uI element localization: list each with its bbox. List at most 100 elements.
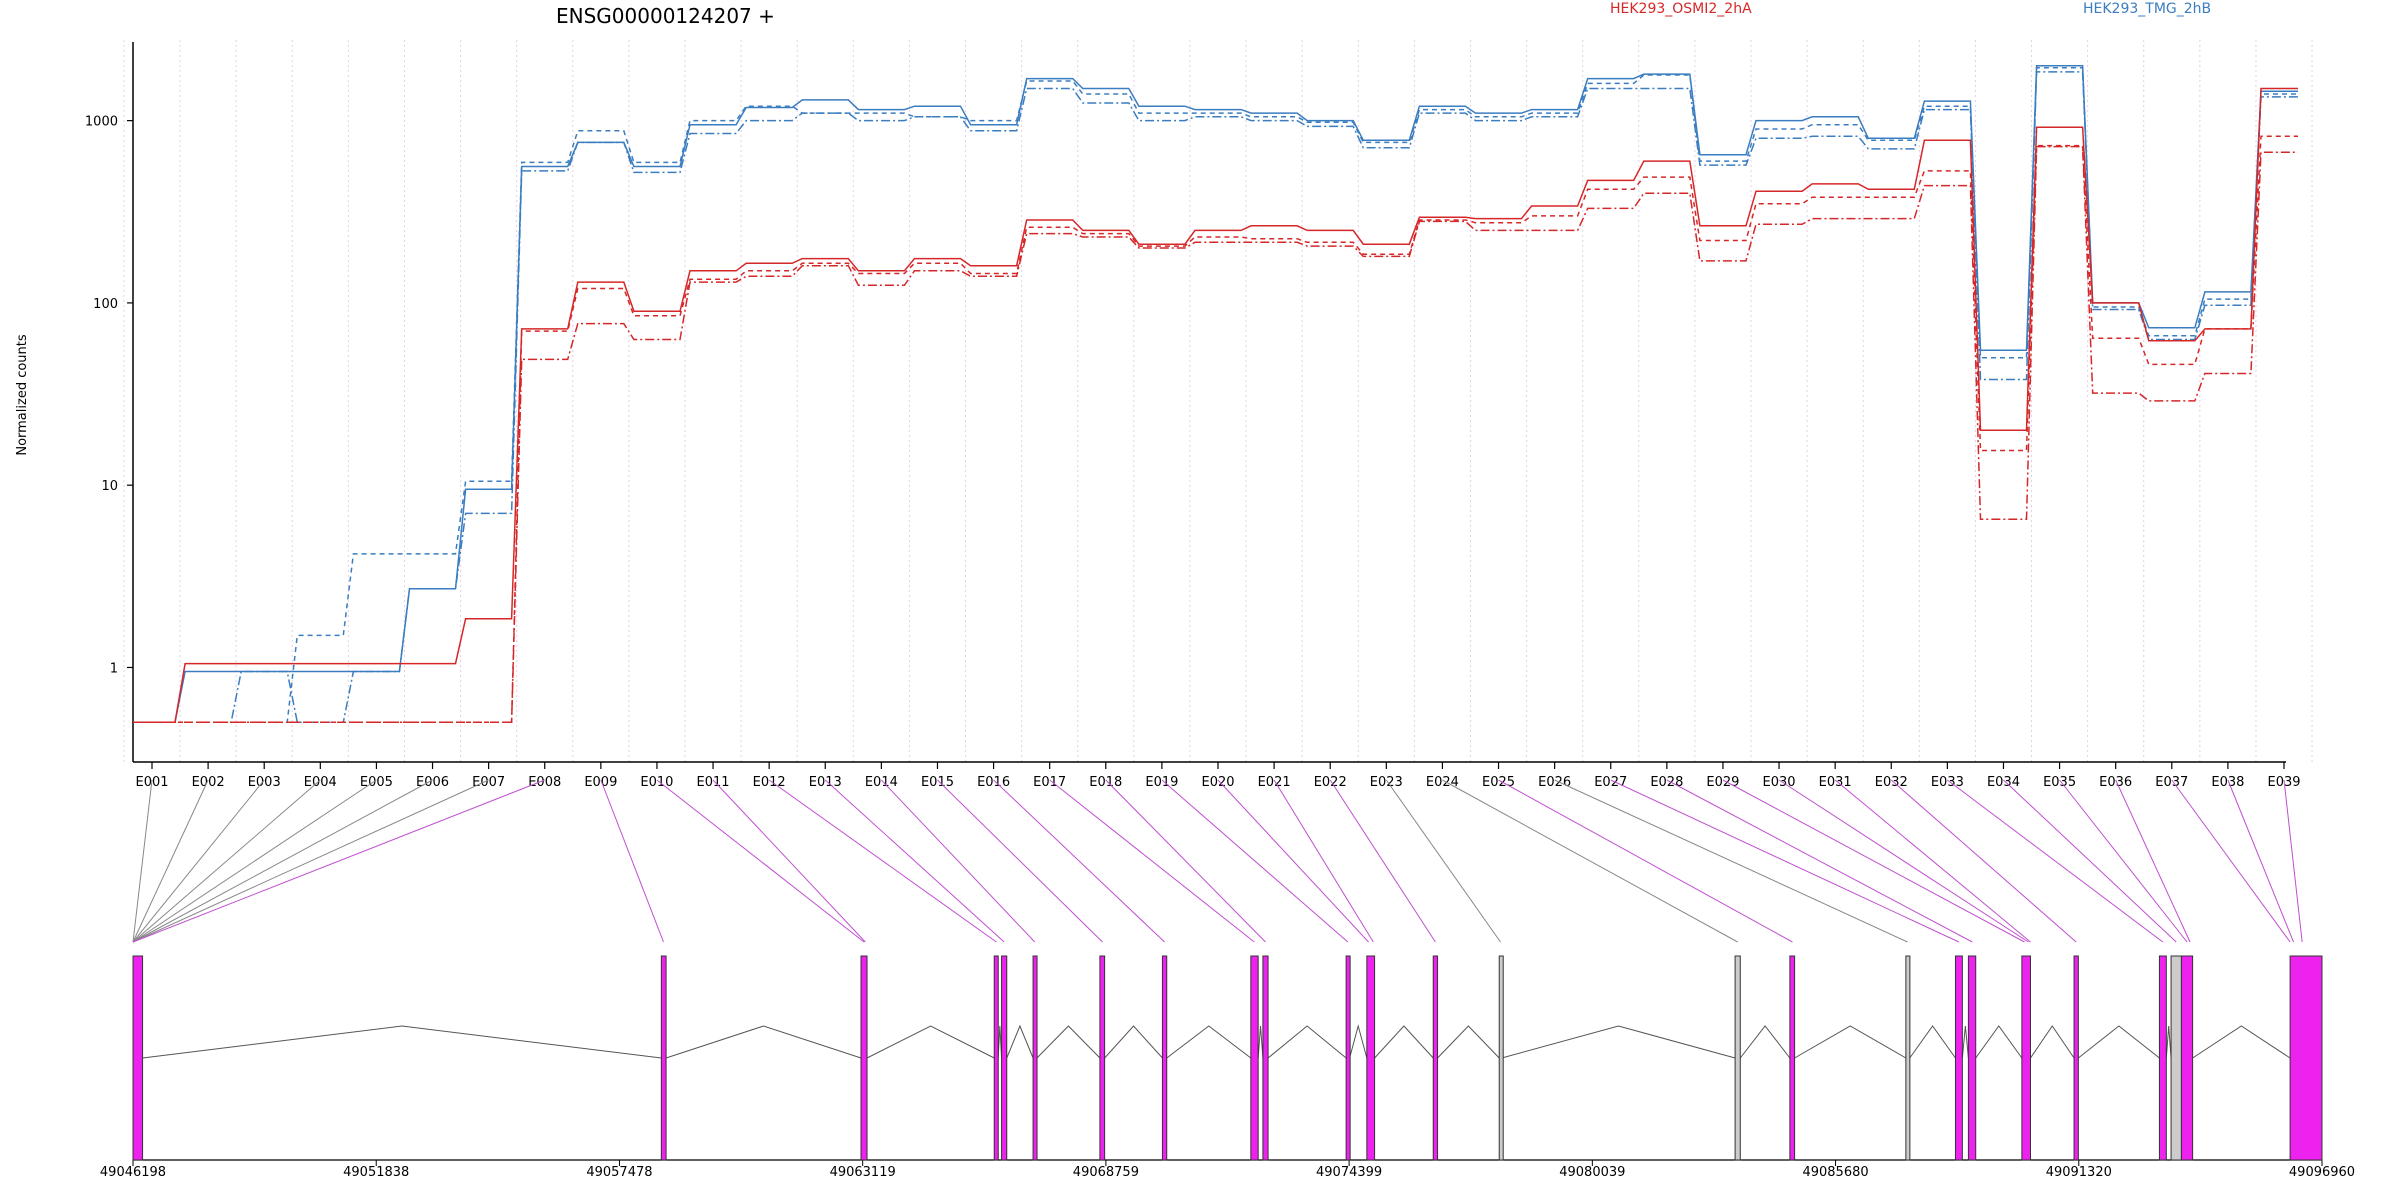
intron-line	[665, 1025, 862, 1059]
exon-label: E013	[809, 775, 842, 790]
exon-label: E016	[977, 775, 1010, 790]
exon-block-tested	[1345, 955, 1351, 1161]
exon-connector	[600, 779, 664, 943]
genomic-coordinate-label: 49046198	[100, 1165, 166, 1180]
exon-block-untested	[2170, 955, 2182, 1161]
genomic-coordinate-label: 49085680	[1802, 1165, 1868, 1180]
exon-connector	[132, 779, 321, 943]
exon-label: E009	[584, 775, 617, 790]
exon-block-tested	[2158, 955, 2167, 1161]
exon-connector	[712, 779, 866, 943]
exon-block-tested	[1032, 955, 1038, 1161]
exon-label: E038	[2211, 775, 2244, 790]
legend-label-osmi2: HEK293_OSMI2_2hA	[1610, 1, 1752, 17]
exon-connector	[132, 779, 153, 943]
exon-connector	[1049, 779, 1255, 943]
intron-line	[1437, 1025, 1500, 1059]
intron-line	[1975, 1025, 2023, 1059]
exon-label: E020	[1201, 775, 1234, 790]
genomic-coordinate-label: 49074399	[1316, 1165, 1382, 1180]
genomic-coordinate-label: 49068759	[1073, 1165, 1139, 1180]
y-tick-label: 100	[93, 297, 118, 312]
series-line-HEK293_OSMI2_2hA-solid	[133, 87, 2298, 724]
exon-block-tested	[1099, 955, 1106, 1161]
exon-connector	[993, 779, 1165, 943]
exon-block-tested	[1001, 955, 1008, 1161]
exon-block-tested	[1789, 955, 1796, 1161]
exon-label: E033	[1931, 775, 1964, 790]
intron-line	[2165, 1025, 2172, 1059]
exon-label: E027	[1594, 775, 1627, 790]
exon-labels: E001 E002 E003 E004 E005 E006 E007 E008 E009 E010…	[135, 775, 2300, 790]
exon-label: E019	[1145, 775, 1178, 790]
exon-connector	[1947, 779, 2164, 943]
exon-connector	[1722, 779, 2025, 943]
intron-line	[1166, 1025, 1252, 1059]
exon-connector	[1834, 779, 2031, 943]
intron-line	[2192, 1025, 2291, 1059]
exon-block-untested	[1905, 955, 1911, 1161]
y-tick-label: 1000	[85, 115, 118, 130]
intron-line	[1036, 1025, 1101, 1059]
series-line-HEK293_TMG_2hB-dashdot	[133, 71, 2298, 724]
exon-label: E037	[2155, 775, 2188, 790]
series-line-HEK293_TMG_2hB-solid	[133, 65, 2298, 724]
exon-label: E002	[192, 775, 225, 790]
axes: 1 10 100 1000	[85, 42, 2286, 769]
intron-line	[1961, 1025, 1969, 1059]
exon-connector	[132, 779, 433, 943]
exon-connector	[1890, 779, 2077, 943]
exon-connector	[824, 779, 1005, 943]
genomic-coordinate-label: 49057478	[586, 1165, 652, 1180]
exon-label: E034	[1987, 775, 2020, 790]
exon-label: E004	[304, 775, 337, 790]
exon-label: E006	[416, 775, 449, 790]
exon-connector	[1666, 779, 1973, 943]
intron-line	[2030, 1025, 2075, 1059]
exon-label: E031	[1819, 775, 1852, 790]
exon-label: E021	[1258, 775, 1291, 790]
exon-block-untested	[1734, 955, 1741, 1161]
series-line-HEK293_OSMI2_2hA-dashdot	[133, 145, 2298, 724]
exon-connector	[1385, 779, 1501, 943]
exon-label: E025	[1482, 775, 1515, 790]
exon-connector	[2227, 779, 2295, 943]
exon-block-tested	[1954, 955, 1963, 1161]
exon-block-tested	[2021, 955, 2031, 1161]
exon-label: E030	[1763, 775, 1796, 790]
exon-label: E010	[640, 775, 673, 790]
exon-block-tested	[1161, 955, 1168, 1161]
exon-label: E022	[1314, 775, 1347, 790]
genomic-coordinate-label: 49063119	[830, 1165, 896, 1180]
genomic-coordinate-label: 49091320	[2046, 1165, 2112, 1180]
exon-connector	[1778, 779, 2029, 943]
exon-connector	[937, 779, 1103, 943]
intron-line	[1104, 1025, 1163, 1059]
series-lines	[133, 65, 2298, 724]
exon-label: E032	[1875, 775, 1908, 790]
intron-line	[1006, 1024, 1034, 1059]
exon-label: E003	[248, 775, 281, 790]
exon-connector	[2283, 779, 2303, 943]
exon-block-tested	[132, 955, 144, 1161]
intron-line	[1349, 1024, 1368, 1059]
exon-label: E011	[697, 775, 730, 790]
intron-line	[2078, 1025, 2160, 1059]
exon-connector	[2171, 779, 2291, 943]
exon-block-tested	[1967, 955, 1977, 1161]
genomic-coordinate-label: 49051838	[343, 1165, 409, 1180]
intron-line	[1267, 1025, 1347, 1059]
exon-connector	[1161, 779, 1349, 943]
exon-connector	[132, 779, 489, 943]
exon-block-tested	[860, 955, 868, 1161]
intron-line	[142, 1025, 662, 1059]
exon-label: E035	[2043, 775, 2076, 790]
exon-connector	[132, 779, 209, 943]
y-tick-label: 1	[110, 661, 118, 676]
exon-block-tested	[1262, 955, 1269, 1161]
exon-connector	[881, 779, 1036, 943]
exon-block-tested	[1366, 955, 1376, 1161]
exon-connector	[1273, 779, 1374, 943]
intron-line	[1501, 1025, 1736, 1059]
exon-connector	[132, 779, 265, 943]
